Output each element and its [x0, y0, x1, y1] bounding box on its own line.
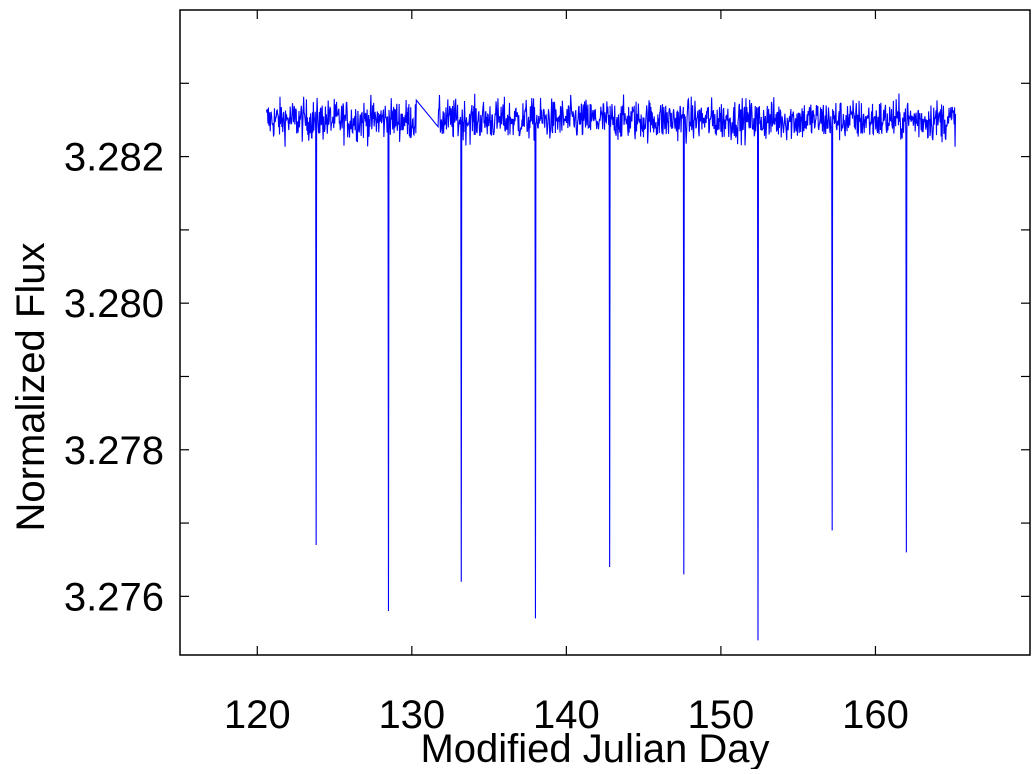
x-tick-label: 150	[688, 693, 755, 737]
y-tick-label: 3.280	[64, 282, 164, 326]
y-tick-label: 3.276	[64, 575, 164, 619]
x-tick-label: 140	[533, 693, 600, 737]
x-tick-label: 130	[378, 693, 445, 737]
x-tick-label: 120	[224, 693, 291, 737]
flux-series-line	[266, 93, 957, 641]
axis-ticks: 120 130 140 150 160 3.276 3.278 3.280 3.282	[64, 10, 1030, 737]
y-tick-label: 3.282	[64, 136, 164, 180]
y-tick-label: 3.278	[64, 429, 164, 473]
plot-frame	[179, 9, 1031, 656]
y-axis-label: Normalized Flux	[9, 243, 53, 532]
x-axis-label: Modified Julian Day	[420, 727, 769, 769]
series-layer	[266, 93, 957, 641]
x-tick-label: 160	[842, 693, 909, 737]
